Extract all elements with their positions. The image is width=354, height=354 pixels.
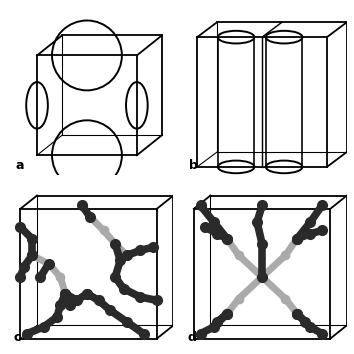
Text: d: d: [187, 331, 196, 344]
Text: b: b: [189, 159, 198, 172]
Text: a: a: [16, 159, 24, 172]
Text: c: c: [14, 331, 21, 344]
